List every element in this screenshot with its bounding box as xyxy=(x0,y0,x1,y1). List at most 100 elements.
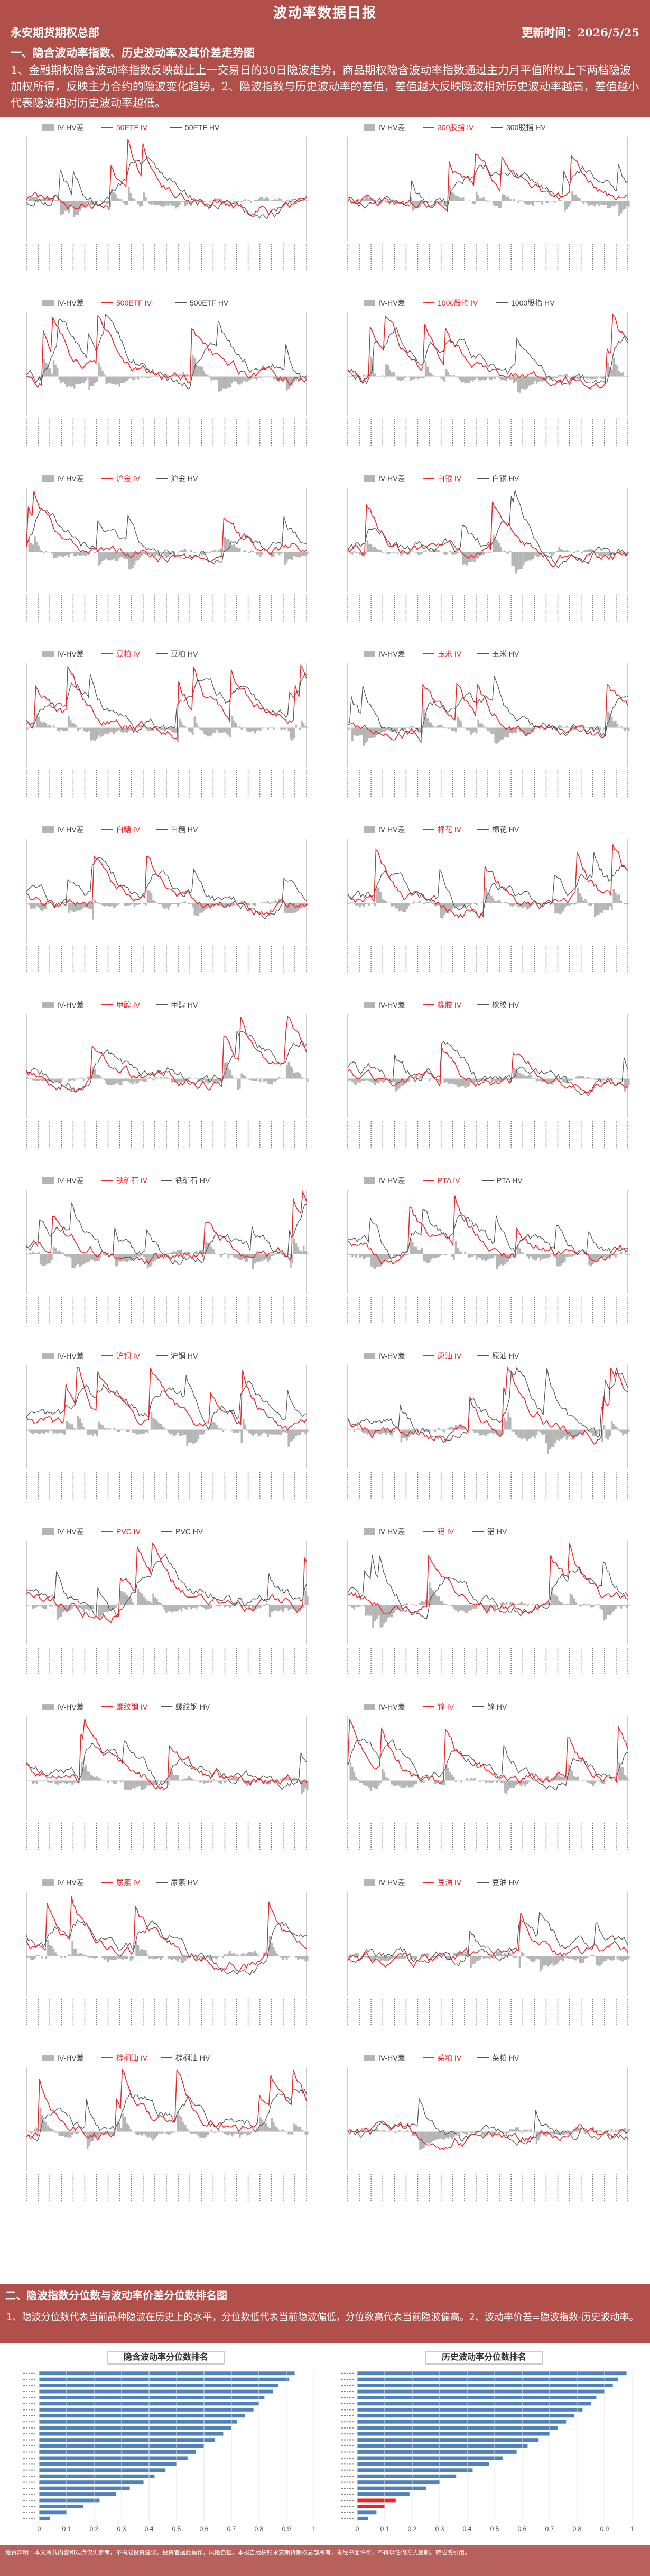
legend-label-iv: 螺纹钢 IV xyxy=(116,1703,148,1711)
diff-bar xyxy=(248,903,250,906)
diff-bar xyxy=(226,1062,228,1079)
diff-bar xyxy=(348,1078,350,1082)
diff-bar xyxy=(56,727,59,731)
diff-bar xyxy=(481,2131,484,2135)
diff-bar xyxy=(428,372,431,377)
diff-bar xyxy=(282,901,284,903)
diff-bar xyxy=(190,727,192,733)
diff-bar xyxy=(513,1956,515,1958)
diff-bar xyxy=(216,1605,218,1606)
diff-bar xyxy=(447,1078,450,1085)
diff-bar xyxy=(368,727,370,738)
diff-bar xyxy=(229,376,231,388)
diff-bar xyxy=(404,1429,406,1438)
legend-label-diff: IV-HV差 xyxy=(378,650,405,658)
diff-bar xyxy=(535,1429,538,1435)
diff-bar xyxy=(421,1601,423,1605)
diff-bar xyxy=(77,376,79,384)
diff-bar xyxy=(551,2131,553,2134)
diff-bar xyxy=(515,1604,517,1605)
diff-bar xyxy=(216,1956,218,1960)
diff-bar xyxy=(165,1605,168,1613)
diff-bar xyxy=(483,1078,485,1081)
diff-bar xyxy=(199,727,201,730)
diff-bar xyxy=(417,1250,420,1254)
diff-bar xyxy=(569,201,572,204)
diff-bar xyxy=(221,903,224,906)
diff-bar xyxy=(426,552,429,553)
diff-bar xyxy=(173,1251,175,1254)
diff-bar xyxy=(197,726,200,728)
diff-bar xyxy=(370,2130,373,2132)
diff-bar xyxy=(603,1425,606,1430)
diff-bar xyxy=(220,903,222,906)
diff-bar xyxy=(307,1078,309,1082)
diff-bar xyxy=(99,1605,102,1617)
diff-bar xyxy=(64,1780,66,1784)
update-time: 更新时间：2026/5/25 xyxy=(522,26,639,39)
diff-bar xyxy=(592,376,594,379)
diff-bar xyxy=(218,1956,220,1957)
diff-bar xyxy=(575,1076,577,1079)
diff-bar xyxy=(227,1780,230,1782)
diff-bar xyxy=(86,727,89,732)
diff-bar xyxy=(411,726,414,728)
diff-bar xyxy=(216,376,218,380)
diff-bar xyxy=(28,1605,31,1606)
diff-bar xyxy=(193,552,196,553)
diff-bar xyxy=(237,1254,239,1259)
diff-bar xyxy=(47,1254,49,1264)
diff-bar xyxy=(82,1954,85,1956)
diff-bar xyxy=(207,1078,209,1084)
diff-bar xyxy=(357,727,359,736)
diff-bar xyxy=(224,201,226,202)
diff-bar xyxy=(363,727,365,746)
legend-label-iv: 豆粕 IV xyxy=(116,650,141,658)
diff-bar xyxy=(41,551,44,552)
diff-bar xyxy=(382,1078,384,1083)
diff-bar xyxy=(301,1780,303,1794)
diff-bar xyxy=(481,376,484,380)
diff-bar xyxy=(470,2131,472,2134)
diff-bar xyxy=(560,549,562,552)
diff-bar xyxy=(462,552,465,565)
diff-bar xyxy=(126,1254,128,1262)
diff-bar xyxy=(69,903,72,911)
vol-chart-svg: IV-HV差 豆粕 IV 豆粕 HV xyxy=(26,650,309,798)
diff-bar xyxy=(411,551,414,552)
diff-bar xyxy=(618,2129,620,2132)
diff-bar xyxy=(485,1780,487,1783)
diff-bar xyxy=(220,548,222,552)
diff-bar xyxy=(590,1605,592,1608)
diff-bar xyxy=(421,1075,423,1079)
diff-bar xyxy=(259,2117,262,2132)
diff-bar xyxy=(607,711,609,728)
diff-bar xyxy=(26,1077,29,1079)
diff-bar xyxy=(132,1956,134,1960)
diff-bar xyxy=(502,194,504,201)
diff-bar xyxy=(528,1604,531,1605)
diff-bar xyxy=(471,1956,474,1965)
diff-bar xyxy=(177,2111,179,2132)
diff-bar xyxy=(243,1419,245,1430)
diff-bar xyxy=(419,1076,421,1079)
diff-bar xyxy=(624,1956,626,1960)
diff-bar xyxy=(374,200,376,201)
diff-bar xyxy=(366,1956,369,1958)
diff-bar xyxy=(101,903,104,906)
diff-bar xyxy=(357,1779,359,1781)
diff-bar xyxy=(214,2131,217,2133)
diff-bar xyxy=(612,358,615,377)
diff-bar xyxy=(588,2131,590,2132)
diff-bar xyxy=(207,375,209,377)
diff-bar xyxy=(389,727,391,732)
diff-bar xyxy=(432,375,434,377)
diff-bar xyxy=(209,1780,211,1782)
diff-bar xyxy=(261,1605,264,1606)
diff-bar xyxy=(160,727,162,730)
diff-bar xyxy=(377,888,380,903)
diff-bar xyxy=(162,1605,164,1608)
diff-bar xyxy=(365,1254,367,1259)
diff-bar xyxy=(592,550,594,552)
diff-bar xyxy=(307,2131,309,2135)
